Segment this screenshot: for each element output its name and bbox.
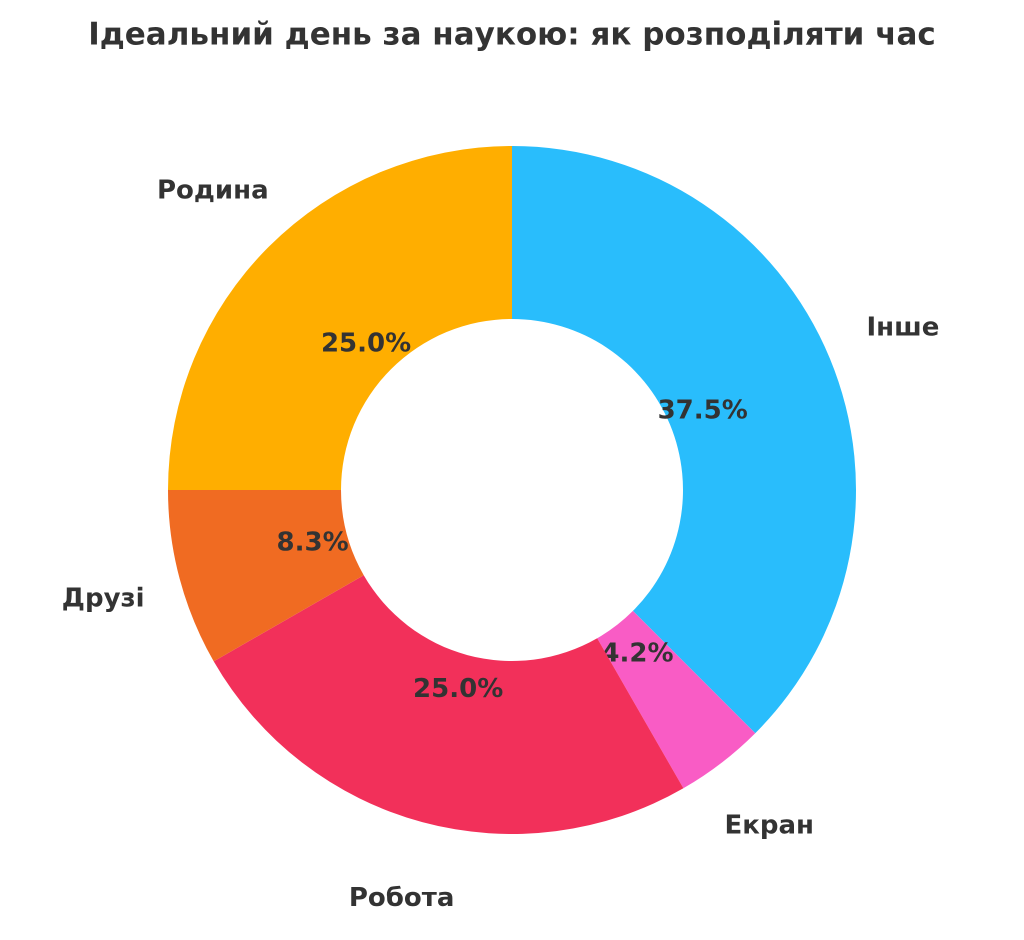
donut-slice <box>512 146 857 734</box>
percent-label: 4.2% <box>601 638 673 668</box>
slice-label: Друзі <box>62 584 145 614</box>
percent-label: 25.0% <box>321 329 411 359</box>
donut-slice <box>168 490 364 662</box>
donut-slice <box>213 575 684 834</box>
slice-label: Інше <box>866 313 939 343</box>
slice-label: Робота <box>349 883 455 913</box>
percent-label: 8.3% <box>277 528 349 558</box>
percent-label: 37.5% <box>658 396 748 426</box>
percent-label: 25.0% <box>413 674 503 704</box>
slice-label: Родина <box>157 175 269 205</box>
donut-slice <box>168 146 512 490</box>
chart-title: Ідеальний день за наукою: як розподіляти… <box>88 17 936 53</box>
slice-label: Екран <box>724 810 814 840</box>
donut-slice <box>597 610 756 789</box>
